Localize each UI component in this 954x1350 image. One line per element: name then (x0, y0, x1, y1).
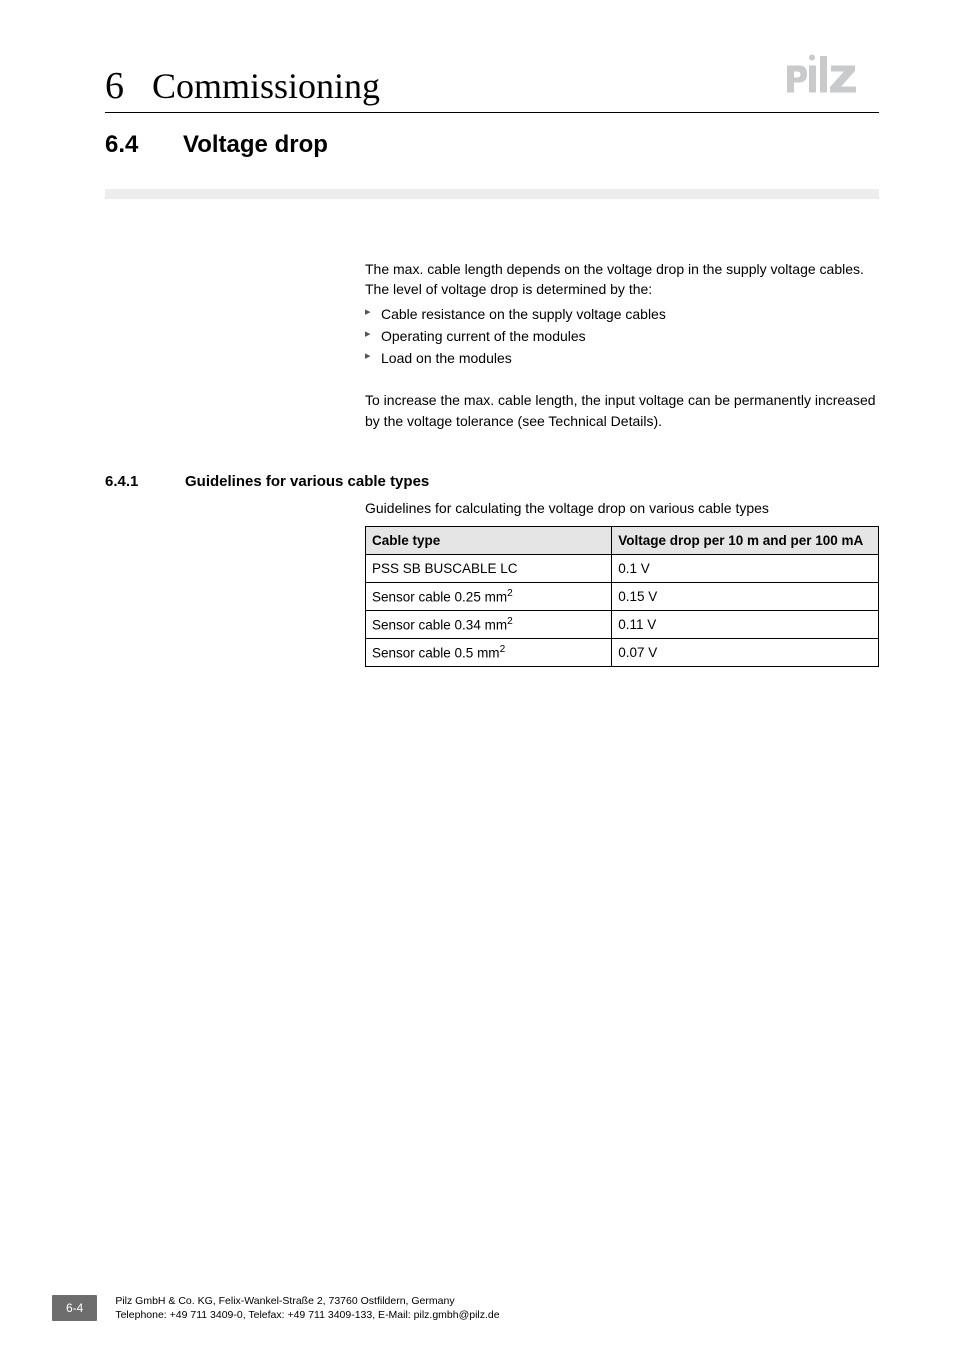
chapter-header: 6 Commissioning (105, 64, 380, 108)
table-row: Sensor cable 0.5 mm20.07 V (366, 638, 879, 666)
list-item: Operating current of the modules (365, 326, 879, 346)
table-row: Sensor cable 0.34 mm20.11 V (366, 610, 879, 638)
cable-type-cell: Sensor cable 0.34 mm2 (366, 610, 612, 638)
page-number-badge: 6-4 (52, 1295, 97, 1321)
subsection-number: 6.4.1 (105, 473, 185, 490)
table-header-cable-type: Cable type (366, 527, 612, 555)
footer-text: Pilz GmbH & Co. KG, Felix-Wankel-Straße … (115, 1294, 499, 1322)
header-rule (105, 112, 879, 113)
section-divider-bar (105, 189, 879, 199)
subsection-title: Guidelines for various cable types (185, 473, 429, 490)
table-row: PSS SB BUSCABLE LC0.1 V (366, 554, 879, 582)
chapter-number: 6 (105, 64, 124, 108)
table-row: Sensor cable 0.25 mm20.15 V (366, 582, 879, 610)
voltage-drop-cell: 0.15 V (612, 582, 879, 610)
voltage-drop-cell: 0.11 V (612, 610, 879, 638)
intro-paragraph: The max. cable length depends on the vol… (365, 259, 879, 300)
voltage-drop-cell: 0.1 V (612, 554, 879, 582)
table-header-voltage-drop: Voltage drop per 10 m and per 100 mA (612, 527, 879, 555)
table-lead: Guidelines for calculating the voltage d… (365, 498, 879, 518)
section-header: 6.4 Voltage drop (105, 131, 879, 159)
pilz-logo (784, 50, 879, 98)
section-number: 6.4 (105, 131, 183, 159)
intro-bullets: Cable resistance on the supply voltage c… (365, 304, 879, 369)
chapter-title: Commissioning (152, 65, 380, 107)
section-title: Voltage drop (183, 131, 328, 159)
footer-line-2: Telephone: +49 711 3409-0, Telefax: +49 … (115, 1308, 499, 1322)
page-footer: 6-4 Pilz GmbH & Co. KG, Felix-Wankel-Str… (0, 1294, 954, 1322)
subsection-header: 6.4.1 Guidelines for various cable types (105, 473, 879, 490)
cable-type-cell: Sensor cable 0.5 mm2 (366, 638, 612, 666)
intro-paragraph-2: To increase the max. cable length, the i… (365, 390, 879, 431)
cable-type-cell: PSS SB BUSCABLE LC (366, 554, 612, 582)
list-item: Load on the modules (365, 348, 879, 368)
voltage-drop-cell: 0.07 V (612, 638, 879, 666)
cable-type-cell: Sensor cable 0.25 mm2 (366, 582, 612, 610)
pilz-logo-icon (784, 50, 879, 98)
list-item: Cable resistance on the supply voltage c… (365, 304, 879, 324)
footer-line-1: Pilz GmbH & Co. KG, Felix-Wankel-Straße … (115, 1294, 499, 1308)
cable-voltage-table: Cable type Voltage drop per 10 m and per… (365, 526, 879, 666)
